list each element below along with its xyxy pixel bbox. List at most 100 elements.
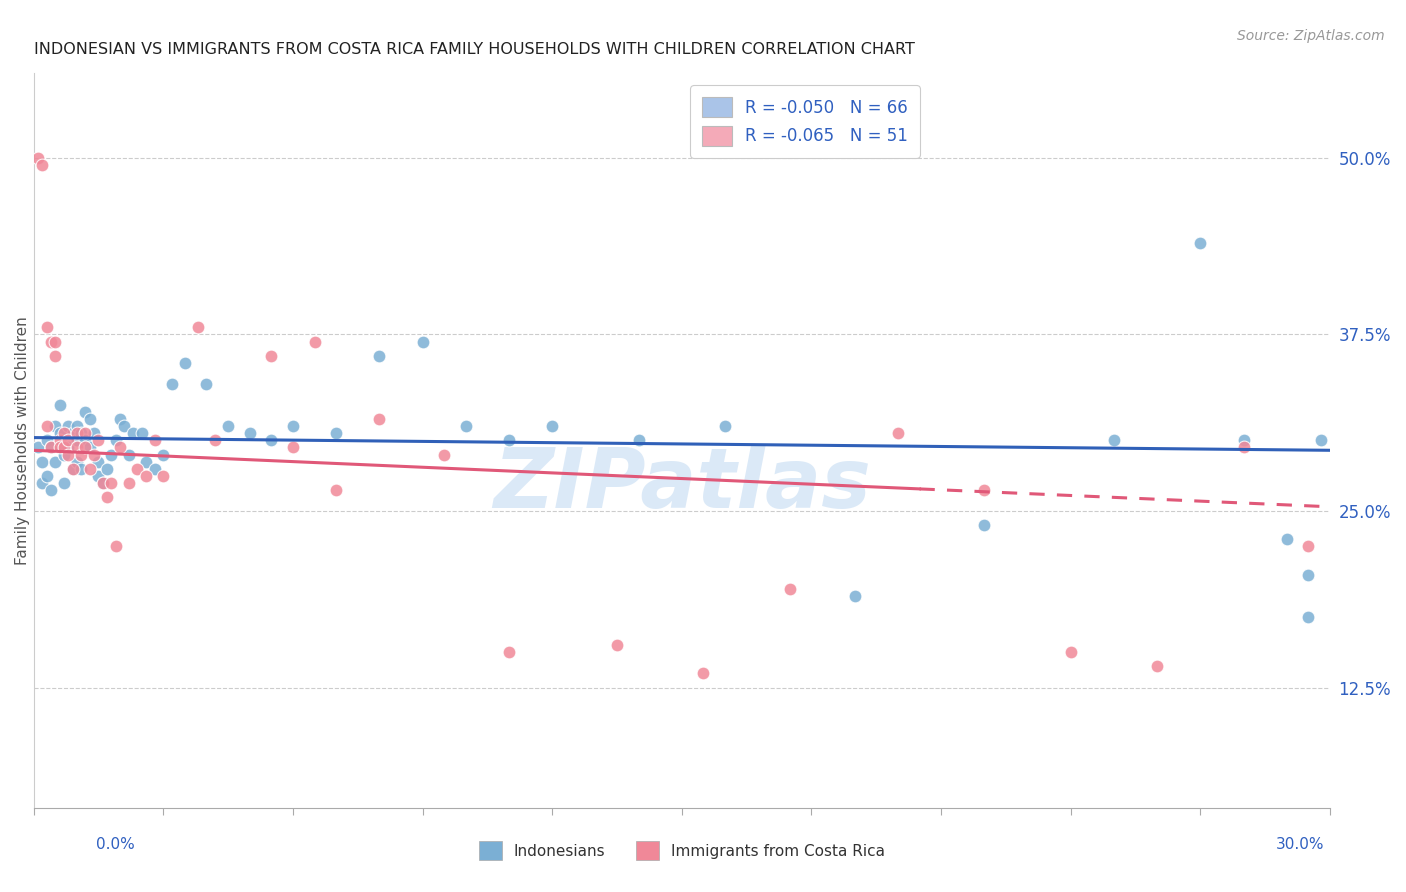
Point: [368, 412, 391, 426]
Point: [100, 448, 122, 462]
Point: [412, 334, 434, 349]
Point: [325, 426, 347, 441]
Point: [79, 441, 101, 455]
Y-axis label: Family Households with Children: Family Households with Children: [15, 316, 30, 565]
Point: [325, 483, 347, 497]
Point: [454, 419, 477, 434]
Legend: R = -0.050   N = 66, R = -0.065   N = 51: R = -0.050 N = 66, R = -0.065 N = 51: [690, 86, 920, 158]
Point: [239, 426, 262, 441]
Point: [66, 434, 89, 448]
Point: [1310, 434, 1333, 448]
Point: [606, 638, 628, 652]
Point: [96, 490, 118, 504]
Point: [35, 320, 58, 334]
Point: [1189, 235, 1212, 250]
Point: [135, 454, 157, 468]
Point: [39, 441, 62, 455]
Point: [66, 454, 89, 468]
Point: [131, 426, 153, 441]
Point: [35, 468, 58, 483]
Point: [35, 434, 58, 448]
Point: [52, 441, 75, 455]
Point: [44, 349, 66, 363]
Point: [91, 475, 114, 490]
Point: [433, 448, 456, 462]
Point: [692, 666, 714, 681]
Point: [56, 434, 79, 448]
Point: [195, 376, 218, 391]
Text: ZIPatlas: ZIPatlas: [494, 444, 870, 525]
Point: [48, 398, 70, 412]
Point: [70, 461, 93, 475]
Point: [66, 441, 89, 455]
Point: [112, 419, 135, 434]
Point: [1102, 434, 1125, 448]
Point: [66, 426, 89, 441]
Point: [48, 426, 70, 441]
Point: [1233, 441, 1256, 455]
Point: [52, 448, 75, 462]
Point: [75, 434, 97, 448]
Point: [75, 441, 97, 455]
Point: [44, 454, 66, 468]
Point: [62, 426, 84, 441]
Point: [83, 448, 105, 462]
Point: [104, 434, 127, 448]
Point: [87, 468, 110, 483]
Point: [173, 356, 195, 370]
Point: [281, 419, 304, 434]
Point: [304, 334, 326, 349]
Point: [1146, 659, 1168, 673]
Point: [91, 475, 114, 490]
Point: [973, 518, 995, 533]
Point: [35, 419, 58, 434]
Text: 30.0%: 30.0%: [1277, 838, 1324, 852]
Point: [96, 461, 118, 475]
Point: [152, 468, 174, 483]
Point: [62, 461, 84, 475]
Point: [48, 441, 70, 455]
Point: [27, 441, 49, 455]
Point: [75, 405, 97, 419]
Point: [973, 483, 995, 497]
Point: [498, 645, 520, 659]
Point: [498, 434, 520, 448]
Point: [39, 483, 62, 497]
Point: [31, 454, 53, 468]
Point: [52, 426, 75, 441]
Point: [31, 475, 53, 490]
Point: [887, 426, 910, 441]
Point: [714, 419, 737, 434]
Point: [118, 448, 141, 462]
Point: [39, 441, 62, 455]
Point: [52, 475, 75, 490]
Point: [260, 434, 283, 448]
Point: [56, 419, 79, 434]
Point: [79, 461, 101, 475]
Point: [204, 434, 226, 448]
Point: [118, 475, 141, 490]
Point: [48, 441, 70, 455]
Point: [87, 454, 110, 468]
Point: [143, 461, 166, 475]
Point: [844, 589, 866, 603]
Point: [83, 426, 105, 441]
Point: [127, 461, 149, 475]
Point: [79, 412, 101, 426]
Point: [108, 441, 131, 455]
Point: [281, 441, 304, 455]
Point: [152, 448, 174, 462]
Point: [135, 468, 157, 483]
Point: [160, 376, 183, 391]
Point: [627, 434, 650, 448]
Point: [48, 434, 70, 448]
Point: [217, 419, 239, 434]
Point: [260, 349, 283, 363]
Point: [70, 448, 93, 462]
Point: [100, 475, 122, 490]
Point: [56, 448, 79, 462]
Point: [368, 349, 391, 363]
Point: [104, 539, 127, 553]
Point: [541, 419, 564, 434]
Point: [122, 426, 145, 441]
